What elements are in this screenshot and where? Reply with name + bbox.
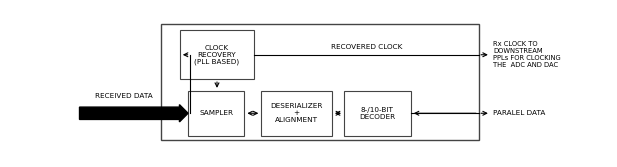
Text: SAMPLER: SAMPLER bbox=[199, 110, 233, 116]
Text: RECOVERED CLOCK: RECOVERED CLOCK bbox=[331, 44, 402, 50]
Text: RECEIVED DATA: RECEIVED DATA bbox=[96, 93, 153, 99]
Bar bbox=[188, 91, 244, 136]
Text: CLOCK
RECOVERY
(PLL BASED): CLOCK RECOVERY (PLL BASED) bbox=[194, 45, 239, 65]
Text: 8-/10-BIT
DECODER: 8-/10-BIT DECODER bbox=[359, 107, 395, 120]
Bar bbox=[180, 30, 254, 79]
Text: PARALEL DATA: PARALEL DATA bbox=[493, 110, 545, 116]
Bar bbox=[161, 24, 479, 140]
Bar bbox=[344, 91, 411, 136]
Text: Rx CLOCK TO
DOWNSTREAM
PPLs FOR CLOCKING
THE  ADC AND DAC: Rx CLOCK TO DOWNSTREAM PPLs FOR CLOCKING… bbox=[493, 41, 561, 68]
Text: DESERIALIZER
+
ALIGNMENT: DESERIALIZER + ALIGNMENT bbox=[270, 103, 323, 123]
FancyArrow shape bbox=[80, 105, 188, 122]
Bar bbox=[261, 91, 332, 136]
